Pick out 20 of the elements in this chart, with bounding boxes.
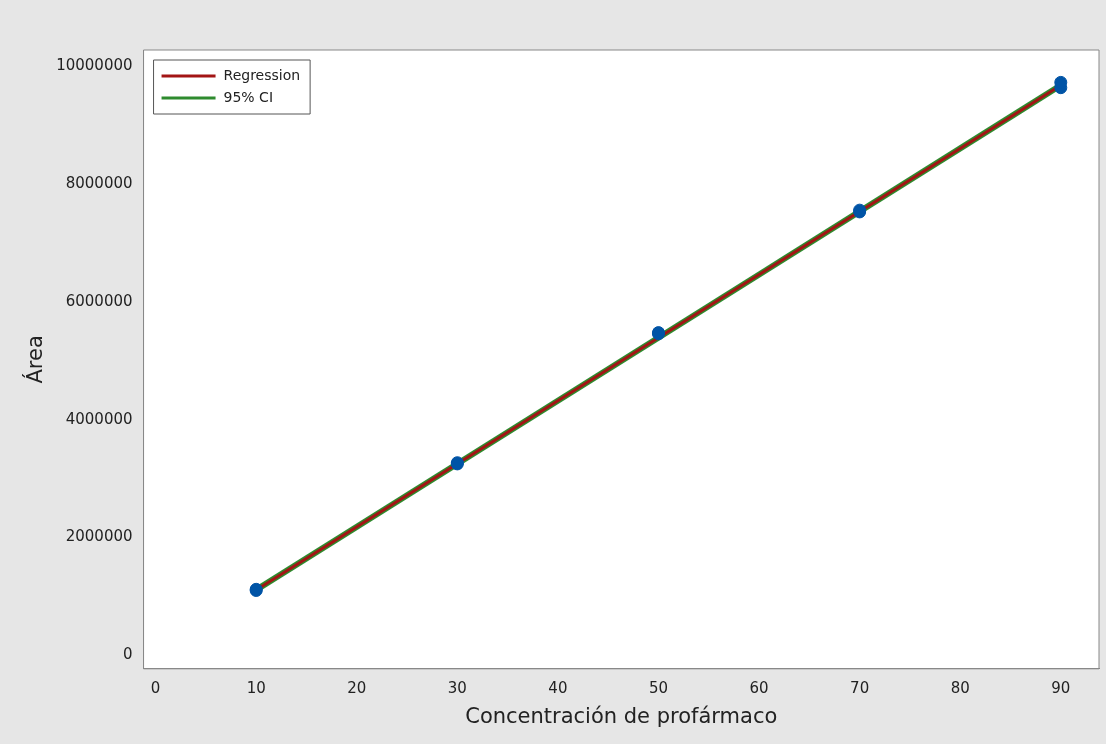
x-tick-label: 30 [447,678,467,697]
x-tick-label: 50 [648,678,669,697]
y-tick-label: 4000000 [65,409,133,428]
x-tick-label: 0 [150,678,161,697]
y-tick-label: 8000000 [65,174,133,193]
x-tick-label: 20 [347,678,367,697]
x-tick-label: 60 [749,678,769,697]
x-tick-label: 70 [850,678,870,697]
y-tick-label: 0 [123,645,133,664]
y-tick-label: 2000000 [65,527,133,546]
y-tick-label: 6000000 [65,291,133,310]
y-axis-title: Área [22,335,48,384]
x-tick-label: 40 [548,678,568,697]
x-tick-label: 80 [950,678,970,697]
legend-label: 95% CI [223,88,274,105]
legend-label: Regression [223,66,301,83]
x-tick-label: 10 [246,678,266,697]
x-axis-title: Concentración de profármaco [465,703,778,728]
x-tick-label: 90 [1051,678,1071,697]
y-tick-label: 10000000 [56,56,133,75]
